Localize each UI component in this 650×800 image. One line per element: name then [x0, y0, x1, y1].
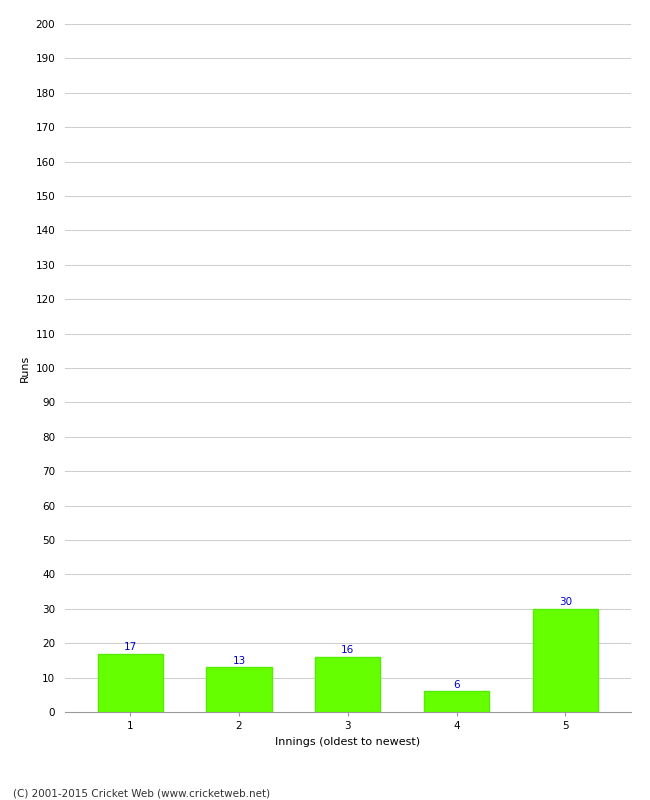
Bar: [424, 691, 489, 712]
Text: 16: 16: [341, 646, 354, 655]
Bar: [98, 654, 163, 712]
Text: 17: 17: [124, 642, 137, 652]
Y-axis label: Runs: Runs: [20, 354, 30, 382]
Bar: [207, 667, 272, 712]
Text: (C) 2001-2015 Cricket Web (www.cricketweb.net): (C) 2001-2015 Cricket Web (www.cricketwe…: [13, 788, 270, 798]
Text: 13: 13: [233, 655, 246, 666]
Text: 30: 30: [559, 597, 572, 607]
X-axis label: Innings (oldest to newest): Innings (oldest to newest): [275, 737, 421, 746]
Bar: [532, 609, 598, 712]
Text: 6: 6: [453, 680, 460, 690]
Bar: [315, 657, 380, 712]
